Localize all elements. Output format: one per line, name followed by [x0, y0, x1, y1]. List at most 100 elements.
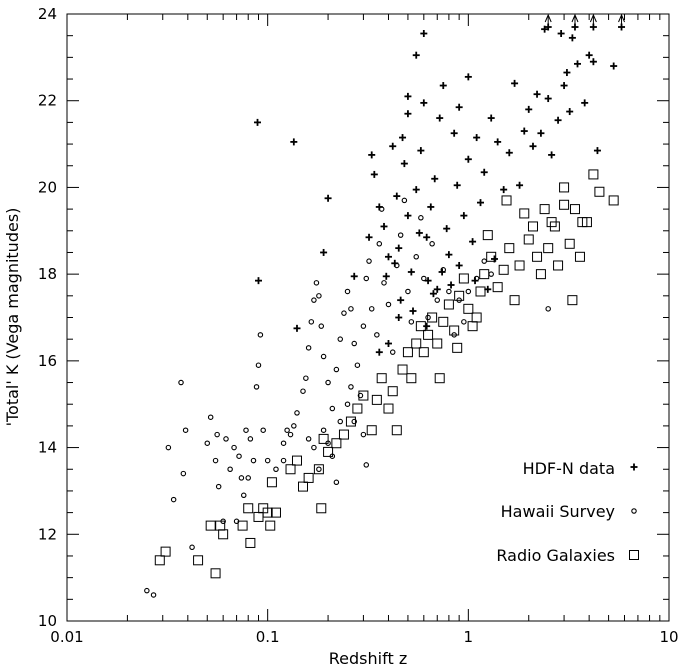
square-marker [492, 282, 503, 293]
circle-marker [351, 340, 357, 347]
plus-marker [404, 92, 412, 100]
circle-marker [214, 431, 220, 438]
plus-marker [431, 175, 439, 183]
circle-marker [333, 479, 340, 486]
square-marker [482, 230, 493, 241]
square-marker [559, 199, 570, 210]
square-marker [581, 217, 592, 228]
square-marker [443, 299, 454, 310]
circle-marker [182, 427, 189, 433]
arrow-head [589, 13, 597, 23]
square-marker [316, 503, 327, 514]
square-marker [569, 204, 580, 215]
circle-marker [481, 258, 487, 264]
circle-marker [247, 436, 254, 442]
square-marker [285, 464, 296, 475]
square-marker [298, 481, 309, 492]
circle-marker [394, 262, 400, 269]
circle-marker [305, 345, 312, 351]
upper-limit-arrows [544, 13, 626, 31]
circle-marker [405, 288, 411, 295]
plus-marker [439, 82, 447, 90]
plus-marker [563, 69, 571, 77]
plus-marker [420, 99, 428, 107]
square-marker [218, 529, 229, 540]
circle-marker [320, 427, 327, 433]
square-marker [253, 511, 264, 522]
plus-marker [429, 290, 437, 298]
plus-marker [589, 58, 597, 66]
x-tick-label: 0.1 [256, 628, 280, 646]
square-marker [237, 520, 248, 531]
circle-marker [260, 427, 266, 433]
circle-marker [465, 288, 472, 295]
circle-marker [337, 418, 344, 425]
x-tick-label: 0.01 [50, 628, 83, 646]
circle-marker [397, 232, 404, 238]
plus-marker [397, 296, 405, 304]
circle-marker [418, 215, 424, 221]
square-marker [463, 303, 474, 314]
square-marker [160, 546, 171, 557]
circle-marker [291, 423, 297, 429]
circle-marker [215, 483, 222, 490]
circle-marker [207, 414, 214, 420]
plus-marker [589, 23, 597, 31]
circle-marker [357, 392, 364, 399]
plus-marker [557, 30, 565, 38]
circle-marker [385, 301, 392, 308]
circle-marker [325, 379, 331, 386]
circle-marker [545, 306, 551, 312]
y-tick-label: 24 [38, 5, 57, 23]
plus-marker [365, 233, 373, 241]
plus-marker [574, 60, 582, 68]
circle-marker [264, 457, 271, 464]
x-tick-label: 10 [659, 628, 678, 646]
square-marker [205, 520, 216, 531]
square-marker [291, 455, 302, 466]
plus-marker [560, 82, 568, 90]
upper-limit-arrow [544, 13, 552, 31]
plus-marker [384, 340, 392, 348]
circle-marker [320, 353, 327, 360]
plus-marker [350, 272, 358, 280]
plus-marker [630, 463, 638, 471]
square-marker [303, 472, 314, 483]
circle-marker [300, 388, 306, 394]
square-marker [543, 243, 554, 254]
square-marker [210, 568, 221, 579]
plus-marker [473, 134, 481, 142]
plus-marker [447, 281, 455, 289]
plus-marker [320, 248, 328, 256]
circle-marker [250, 457, 257, 464]
square-marker [366, 425, 377, 436]
plus-marker [533, 90, 541, 98]
plus-marker [370, 170, 378, 178]
circle-marker [311, 297, 317, 303]
plus-marker [424, 277, 432, 285]
square-marker [454, 290, 465, 301]
square-marker [358, 390, 369, 401]
circle-marker [366, 258, 372, 264]
square-marker [509, 295, 520, 306]
plus-marker [404, 110, 412, 118]
circle-marker [354, 362, 361, 368]
square-marker [338, 429, 349, 440]
y-tick-label: 14 [38, 439, 57, 457]
circle-marker [368, 306, 375, 312]
square-marker [486, 251, 497, 262]
circle-marker [363, 462, 370, 468]
square-marker [629, 550, 639, 560]
plus-marker [409, 307, 417, 315]
square-marker [193, 555, 204, 566]
circle-marker [389, 349, 396, 355]
square-marker [498, 264, 509, 275]
plus-marker [464, 73, 472, 81]
circle-marker [212, 457, 219, 464]
plus-marker [460, 212, 468, 220]
circle-marker [329, 405, 336, 412]
square-marker [415, 321, 426, 332]
y-tick-label: 12 [38, 525, 57, 543]
circle-marker [631, 508, 637, 514]
circle-marker [240, 492, 247, 499]
